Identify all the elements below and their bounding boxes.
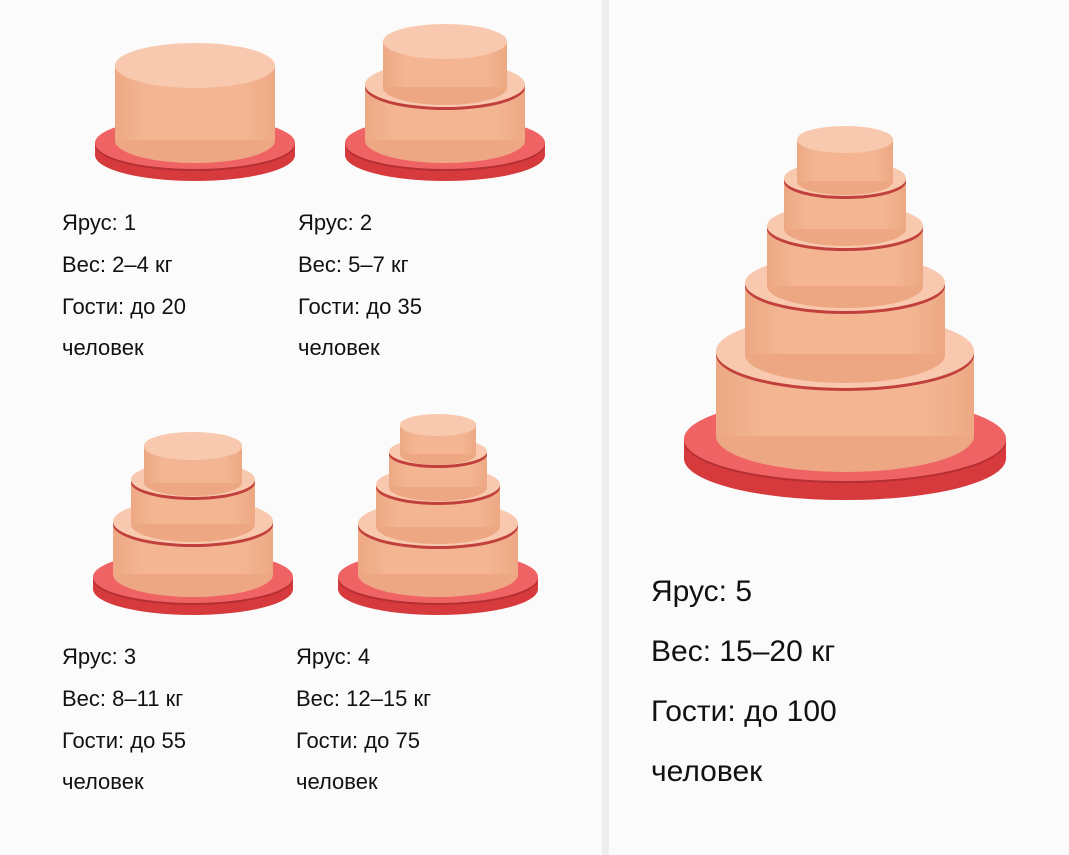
tier-3-top xyxy=(400,414,476,435)
cake-3-info: Ярус: 3Вес: 8–11 кгГости: до 55человек xyxy=(62,636,186,803)
cake-1-info: Ярус: 1Вес: 2–4 кгГости: до 20человек xyxy=(62,202,186,369)
cake-3-weight-value: 8–11 кг xyxy=(112,686,183,711)
cake-3-tier-value: 3 xyxy=(124,644,136,669)
tier-2-top xyxy=(144,432,241,459)
cake-area xyxy=(684,62,1006,492)
cake-3-tier: Ярус: 3 xyxy=(62,636,186,678)
cake-5-weight-value: 15–20 кг xyxy=(719,635,835,668)
cake-3-guests: Гости: до 55 xyxy=(62,720,186,762)
cake-5-guests-value: до 100 xyxy=(744,695,837,728)
cake-5-tier-value: 5 xyxy=(735,575,752,608)
cake-3-weight: Вес: 8–11 кг xyxy=(62,678,186,720)
cake-4-tier: Ярус: 4 xyxy=(296,636,431,678)
cake-3-figure xyxy=(93,410,293,610)
cake-4-figure xyxy=(338,382,538,610)
cake-1-tier-label: Ярус: xyxy=(62,210,118,235)
cake-2-guests-value: до 35 xyxy=(366,294,422,319)
cake-1-guests-value: до 20 xyxy=(130,294,186,319)
cake-5-weight-label: Вес: xyxy=(651,635,711,668)
cake-4-guests-label: Гости: xyxy=(296,728,358,753)
cake-2-guests: Гости: до 35 xyxy=(298,286,422,328)
cake-4-weight: Вес: 12–15 кг xyxy=(296,678,431,720)
cake-1-figure xyxy=(95,46,295,176)
cake-4-tier-label: Ярус: xyxy=(296,644,352,669)
cake-3-guests-label: Гости: xyxy=(62,728,124,753)
cake-1-tier-value: 1 xyxy=(124,210,136,235)
cake-area xyxy=(93,410,293,610)
cake-1-weight-label: Вес: xyxy=(62,252,106,277)
cake-area xyxy=(338,382,538,610)
cake-2-tier-value: 2 xyxy=(360,210,372,235)
cake-4-weight-value: 12–15 кг xyxy=(346,686,431,711)
cake-2-people: человек xyxy=(298,327,422,369)
cake-4-weight-label: Вес: xyxy=(296,686,340,711)
cake-5-guests-label: Гости: xyxy=(651,695,736,728)
cake-4-guests: Гости: до 75 xyxy=(296,720,431,762)
cake-5-tier: Ярус: 5 xyxy=(651,562,837,622)
cake-2-tier-label: Ярус: xyxy=(298,210,354,235)
tier-1-top xyxy=(383,24,508,59)
cake-2-weight-value: 5–7 кг xyxy=(348,252,408,277)
cake-3-tier-label: Ярус: xyxy=(62,644,118,669)
cake-5-guests: Гости: до 100 xyxy=(651,682,837,742)
cake-2-weight-label: Вес: xyxy=(298,252,342,277)
cake-3-weight-label: Вес: xyxy=(62,686,106,711)
cake-1-weight-value: 2–4 кг xyxy=(112,252,172,277)
cake-5-people: человек xyxy=(651,742,837,802)
cake-1-people: человек xyxy=(62,327,186,369)
cake-4-guests-value: до 75 xyxy=(364,728,420,753)
cake-2-tier: Ярус: 2 xyxy=(298,202,422,244)
cake-2-info: Ярус: 2Вес: 5–7 кгГости: до 35человек xyxy=(298,202,422,369)
cake-1-guests-label: Гости: xyxy=(62,294,124,319)
cake-5-info: Ярус: 5Вес: 15–20 кгГости: до 100человек xyxy=(651,562,837,802)
tier-0-top xyxy=(115,43,275,88)
cake-area xyxy=(345,14,545,176)
cake-4-people: человек xyxy=(296,761,431,803)
cake-2-weight: Вес: 5–7 кг xyxy=(298,244,422,286)
cake-1-weight: Вес: 2–4 кг xyxy=(62,244,186,286)
cake-3-people: человек xyxy=(62,761,186,803)
cake-2-figure xyxy=(345,14,545,176)
cake-4-tier-value: 4 xyxy=(358,644,370,669)
cake-4-info: Ярус: 4Вес: 12–15 кгГости: до 75человек xyxy=(296,636,431,803)
cake-1-guests: Гости: до 20 xyxy=(62,286,186,328)
cake-area xyxy=(95,46,295,176)
cake-5-tier-label: Ярус: xyxy=(651,575,727,608)
cake-2-guests-label: Гости: xyxy=(298,294,360,319)
cake-3-guests-value: до 55 xyxy=(130,728,186,753)
tier-4-top xyxy=(797,126,892,153)
cake-1-tier: Ярус: 1 xyxy=(62,202,186,244)
cake-5-weight: Вес: 15–20 кг xyxy=(651,622,837,682)
cake-5-figure xyxy=(684,62,1006,492)
